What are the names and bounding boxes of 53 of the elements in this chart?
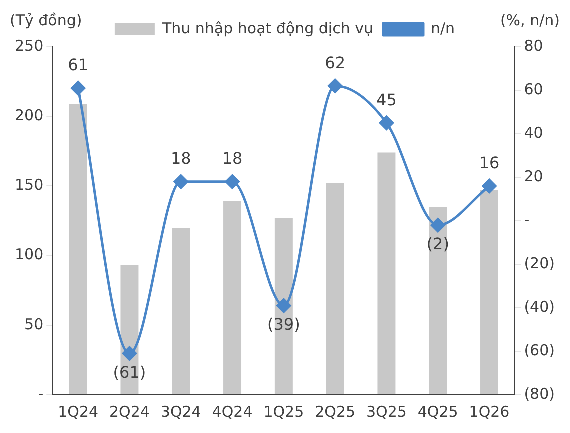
y2-tick-label: 40 xyxy=(524,124,544,142)
y2-tick-label: 80 xyxy=(524,36,544,55)
point xyxy=(122,346,137,361)
bar xyxy=(429,207,448,394)
bar xyxy=(378,152,396,394)
x-tick-label: 3Q25 xyxy=(366,402,407,421)
legend-label: Thu nhập hoạt động dịch vụ xyxy=(161,19,374,38)
bar xyxy=(69,104,88,394)
y2-tick-label: (40) xyxy=(524,298,556,316)
y2-tick-label: (60) xyxy=(524,341,556,360)
data-label: 16 xyxy=(479,153,500,172)
bar xyxy=(224,202,242,394)
y-tick-label: 200 xyxy=(14,106,44,124)
x-tick-label: 3Q24 xyxy=(160,402,202,421)
point xyxy=(276,298,292,314)
bar xyxy=(480,190,499,394)
data-label: (39) xyxy=(268,314,300,334)
y-tick-label: 100 xyxy=(14,246,44,264)
y2-tick-label: 20 xyxy=(524,167,544,186)
bar xyxy=(326,183,344,394)
x-tick-label: 4Q25 xyxy=(418,402,458,421)
y-tick-label: - xyxy=(38,384,44,403)
data-label: (2) xyxy=(426,234,450,254)
legend-label: n/n xyxy=(430,19,456,38)
bar xyxy=(172,228,190,394)
data-label: 62 xyxy=(325,53,346,72)
y-axis-title: (Tỷ đồng) xyxy=(10,11,82,30)
point xyxy=(379,116,394,130)
y2-tick-label: - xyxy=(524,210,530,229)
x-tick-label: 1Q26 xyxy=(469,402,510,421)
point xyxy=(174,174,188,190)
y-tick-label: 50 xyxy=(24,315,44,334)
x-tick-label: 1Q24 xyxy=(58,402,99,421)
x-tick-label: 2Q24 xyxy=(110,402,150,421)
y2-tick-label: 60 xyxy=(524,80,544,98)
y2-tick-label: (20) xyxy=(524,254,556,272)
point xyxy=(482,178,497,194)
point xyxy=(71,81,86,96)
point xyxy=(430,218,446,233)
x-tick-label: 1Q25 xyxy=(264,402,304,421)
data-label: 18 xyxy=(222,149,243,168)
data-label: 45 xyxy=(376,90,397,110)
y2-axis-title: (%, n/n) xyxy=(500,11,560,30)
y-tick-label: 250 xyxy=(14,36,44,55)
x-tick-label: 4Q24 xyxy=(212,402,253,421)
data-label: 18 xyxy=(170,149,192,168)
data-label: 61 xyxy=(68,55,89,74)
y-tick-label: 150 xyxy=(14,176,44,194)
point xyxy=(225,174,240,190)
x-tick-label: 2Q25 xyxy=(315,402,356,421)
point xyxy=(328,78,343,94)
data-label: (61) xyxy=(113,362,146,382)
y2-tick-label: (80) xyxy=(524,384,556,403)
